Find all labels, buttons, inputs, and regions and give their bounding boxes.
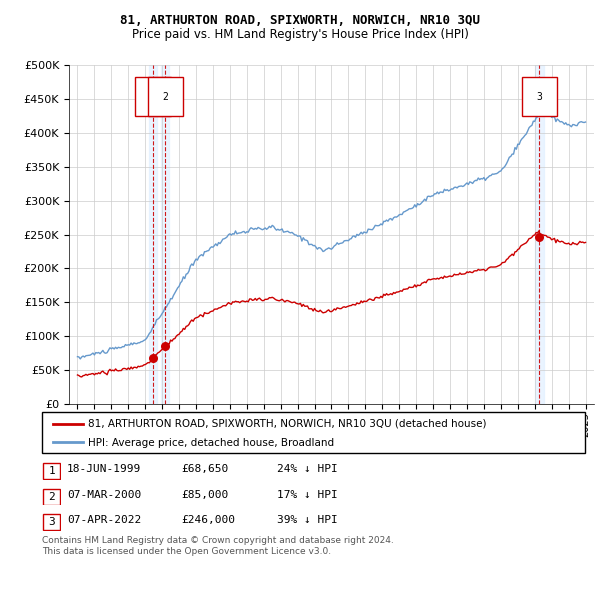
Text: 3: 3 [48,517,55,527]
Point [535,232,544,242]
Text: 81, ARTHURTON ROAD, SPIXWORTH, NORWICH, NR10 3QU: 81, ARTHURTON ROAD, SPIXWORTH, NORWICH, … [120,14,480,27]
Text: 3: 3 [536,92,542,102]
Bar [535,65,544,404]
Text: 07-MAR-2000: 07-MAR-2000 [67,490,142,500]
Text: 18-JUN-1999: 18-JUN-1999 [67,464,142,474]
Text: 24% ↓ HPI: 24% ↓ HPI [277,464,338,474]
Text: 2: 2 [48,491,55,502]
Text: 1: 1 [48,466,55,476]
Text: 39% ↓ HPI: 39% ↓ HPI [277,515,338,525]
Text: Contains HM Land Registry data © Crown copyright and database right 2024.
This d: Contains HM Land Registry data © Crown c… [42,536,394,556]
Text: HPI: Average price, detached house, Broadland: HPI: Average price, detached house, Broa… [88,438,334,447]
Text: 17% ↓ HPI: 17% ↓ HPI [277,490,338,500]
Text: £246,000: £246,000 [181,515,235,525]
Text: Price paid vs. HM Land Registry's House Price Index (HPI): Price paid vs. HM Land Registry's House … [131,28,469,41]
Text: 07-APR-2022: 07-APR-2022 [67,515,142,525]
Text: 1: 1 [150,92,156,102]
Bar [161,65,169,404]
Point [148,353,158,362]
Text: £68,650: £68,650 [181,464,229,474]
Bar [149,65,157,404]
Text: £85,000: £85,000 [181,490,229,500]
Point [160,342,170,351]
Text: 2: 2 [162,92,168,102]
Text: 81, ARTHURTON ROAD, SPIXWORTH, NORWICH, NR10 3QU (detached house): 81, ARTHURTON ROAD, SPIXWORTH, NORWICH, … [88,419,487,429]
